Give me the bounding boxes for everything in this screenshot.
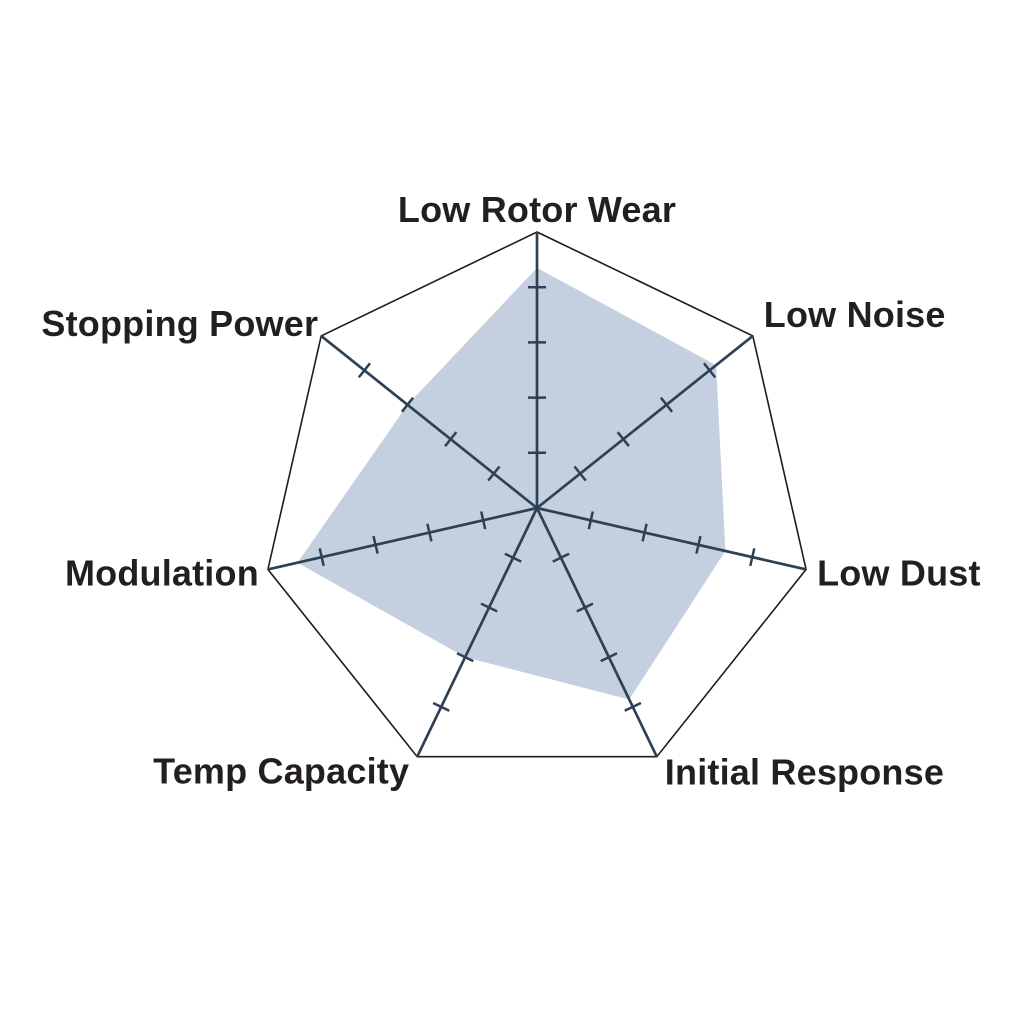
- axis-tick-modulation-4: [426, 523, 433, 542]
- axis-tick-temp-capacity-6: [456, 652, 474, 663]
- axis-tick-low-dust-2: [587, 511, 595, 530]
- axis-label-stopping-power: Stopping Power: [41, 303, 318, 344]
- axis-tick-stopping-power-8: [357, 362, 371, 379]
- axis-label-temp-capacity: Temp Capacity: [153, 751, 409, 792]
- axis-tick-temp-capacity-4: [480, 602, 498, 613]
- axis-tick-low-noise-6: [659, 396, 674, 413]
- axis-tick-low-dust-8: [749, 548, 756, 567]
- axis-spoke-modulation: [267, 506, 538, 571]
- axis-tick-stopping-power-2: [487, 465, 501, 482]
- axis-tick-temp-capacity-8: [432, 701, 450, 712]
- axis-tick-modulation-2: [479, 511, 487, 530]
- axis-tick-low-noise-8: [703, 362, 717, 379]
- axis-tick-initial-response-2: [552, 552, 570, 563]
- axis-tick-initial-response-4: [576, 602, 594, 613]
- axis-label-low-dust: Low Dust: [817, 552, 981, 593]
- axis-spoke-temp-capacity: [415, 507, 539, 758]
- axis-label-low-noise: Low Noise: [764, 294, 946, 335]
- axis-tick-modulation-6: [372, 535, 379, 554]
- axis-tick-stopping-power-4: [444, 431, 458, 447]
- axis-label-modulation: Modulation: [65, 552, 259, 593]
- axis-spoke-initial-response: [535, 507, 659, 758]
- axis-label-initial-response: Initial Response: [665, 752, 944, 793]
- axis-tick-low-dust-4: [641, 523, 648, 542]
- axis-tick-low-noise-4: [616, 431, 630, 447]
- data-polygon: [297, 267, 726, 700]
- axis-spoke-stopping-power: [320, 334, 538, 510]
- axis-tick-modulation-8: [318, 548, 325, 567]
- axis-tick-initial-response-6: [600, 652, 618, 663]
- axis-spoke-low-dust: [536, 506, 807, 571]
- axis-tick-low-dust-6: [695, 535, 702, 554]
- axis-tick-stopping-power-6: [400, 396, 415, 413]
- axis-tick-temp-capacity-2: [504, 552, 522, 563]
- axis-label-low-rotor-wear: Low Rotor Wear: [398, 189, 676, 230]
- axis-tick-low-noise-2: [573, 465, 587, 482]
- axis-spoke-low-noise: [536, 334, 754, 510]
- radar-frame-outline: [267, 231, 807, 758]
- axis-tick-initial-response-8: [624, 701, 642, 712]
